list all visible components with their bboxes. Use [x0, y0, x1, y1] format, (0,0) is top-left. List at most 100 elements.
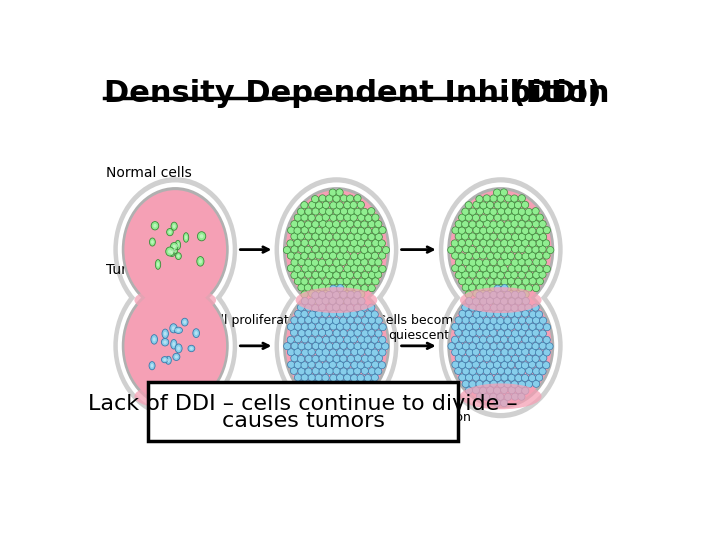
- Ellipse shape: [175, 355, 178, 359]
- Ellipse shape: [487, 349, 494, 356]
- Ellipse shape: [494, 323, 501, 330]
- Ellipse shape: [472, 348, 480, 355]
- Ellipse shape: [305, 284, 312, 291]
- Text: Cell proliferation
continues: Cell proliferation continues: [366, 410, 471, 438]
- Ellipse shape: [539, 220, 546, 228]
- Ellipse shape: [498, 329, 505, 337]
- Ellipse shape: [469, 355, 477, 362]
- Ellipse shape: [336, 298, 343, 305]
- Ellipse shape: [466, 336, 473, 343]
- Ellipse shape: [374, 220, 382, 228]
- Ellipse shape: [522, 214, 529, 221]
- Ellipse shape: [330, 227, 336, 234]
- Ellipse shape: [372, 227, 379, 234]
- Ellipse shape: [361, 304, 368, 311]
- Ellipse shape: [301, 323, 308, 330]
- Ellipse shape: [305, 381, 312, 388]
- Ellipse shape: [500, 240, 508, 247]
- Ellipse shape: [498, 259, 505, 266]
- Ellipse shape: [498, 355, 505, 362]
- Ellipse shape: [480, 265, 487, 272]
- Ellipse shape: [462, 284, 469, 291]
- Ellipse shape: [494, 214, 501, 221]
- Ellipse shape: [323, 266, 330, 273]
- Ellipse shape: [472, 374, 480, 381]
- Ellipse shape: [173, 249, 176, 252]
- Ellipse shape: [483, 233, 490, 240]
- Ellipse shape: [543, 336, 550, 343]
- Ellipse shape: [329, 336, 336, 343]
- Ellipse shape: [340, 221, 347, 228]
- Ellipse shape: [333, 329, 341, 337]
- Ellipse shape: [455, 342, 462, 349]
- Ellipse shape: [494, 227, 501, 234]
- Ellipse shape: [529, 311, 536, 318]
- Ellipse shape: [500, 400, 508, 407]
- Ellipse shape: [322, 374, 329, 381]
- Ellipse shape: [361, 367, 369, 374]
- Ellipse shape: [508, 278, 515, 285]
- Ellipse shape: [451, 349, 459, 356]
- Ellipse shape: [336, 227, 343, 234]
- Ellipse shape: [516, 387, 522, 394]
- Ellipse shape: [318, 329, 325, 336]
- Ellipse shape: [448, 342, 455, 350]
- Ellipse shape: [315, 265, 323, 272]
- Ellipse shape: [318, 259, 325, 266]
- Ellipse shape: [274, 177, 398, 322]
- Text: (DDI): (DDI): [500, 79, 601, 107]
- Ellipse shape: [364, 227, 372, 234]
- Ellipse shape: [482, 259, 490, 266]
- Ellipse shape: [472, 323, 480, 330]
- Ellipse shape: [343, 349, 351, 356]
- Ellipse shape: [529, 323, 536, 330]
- Ellipse shape: [173, 245, 176, 248]
- Ellipse shape: [364, 240, 372, 247]
- Ellipse shape: [476, 329, 483, 336]
- Ellipse shape: [305, 316, 312, 323]
- Ellipse shape: [490, 317, 498, 325]
- Ellipse shape: [118, 183, 233, 317]
- Ellipse shape: [473, 227, 480, 234]
- Ellipse shape: [494, 202, 501, 209]
- Ellipse shape: [325, 272, 333, 279]
- Ellipse shape: [153, 338, 156, 341]
- Ellipse shape: [447, 284, 554, 408]
- Ellipse shape: [529, 278, 536, 285]
- Ellipse shape: [286, 190, 387, 309]
- Ellipse shape: [308, 323, 315, 330]
- Ellipse shape: [296, 383, 377, 409]
- Ellipse shape: [497, 297, 504, 304]
- Ellipse shape: [497, 292, 504, 299]
- Ellipse shape: [472, 387, 480, 394]
- Ellipse shape: [510, 195, 518, 202]
- Ellipse shape: [476, 305, 483, 312]
- Ellipse shape: [156, 260, 161, 269]
- Ellipse shape: [480, 387, 487, 394]
- Ellipse shape: [122, 284, 229, 408]
- Ellipse shape: [302, 298, 309, 305]
- Ellipse shape: [364, 361, 372, 368]
- Ellipse shape: [325, 259, 333, 266]
- Ellipse shape: [166, 356, 171, 365]
- Ellipse shape: [284, 342, 291, 350]
- Ellipse shape: [469, 316, 476, 323]
- Ellipse shape: [525, 304, 532, 311]
- Ellipse shape: [465, 214, 472, 221]
- Ellipse shape: [294, 374, 302, 381]
- Ellipse shape: [518, 220, 526, 228]
- Ellipse shape: [483, 317, 490, 325]
- Ellipse shape: [274, 273, 398, 418]
- Ellipse shape: [482, 394, 490, 401]
- Ellipse shape: [451, 323, 459, 330]
- Ellipse shape: [372, 266, 379, 273]
- Ellipse shape: [375, 342, 382, 349]
- Ellipse shape: [323, 201, 330, 208]
- Ellipse shape: [185, 235, 187, 240]
- Ellipse shape: [371, 311, 378, 318]
- Ellipse shape: [163, 332, 166, 336]
- Ellipse shape: [336, 374, 343, 381]
- Ellipse shape: [462, 380, 469, 388]
- Ellipse shape: [525, 246, 532, 253]
- Ellipse shape: [346, 195, 354, 202]
